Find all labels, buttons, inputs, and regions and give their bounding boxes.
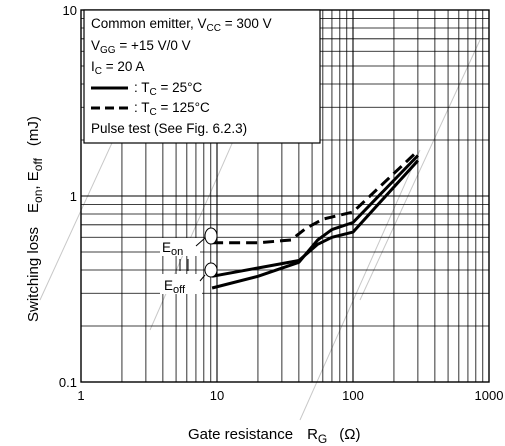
eon-leader <box>195 237 206 247</box>
eon-marker <box>204 227 218 245</box>
legend-line-ic: IC = 20 A <box>91 59 144 77</box>
legend: Common emitter, VCC = 300 V VGG = +15 V/… <box>83 9 321 144</box>
x-tick-label: 10 <box>210 388 224 403</box>
y-tick-label: 0.1 <box>59 375 77 390</box>
eon-label-bg <box>160 238 200 256</box>
x-axis-label: Gate resistance RG (Ω) <box>188 426 360 446</box>
eoff-label: Eoff <box>164 278 186 296</box>
legend-line-vgg: VGG = +15 V/0 V <box>91 38 191 56</box>
eoff-label-bg <box>160 274 202 294</box>
curves <box>211 149 420 290</box>
x-tick-label: 1000 <box>475 388 504 403</box>
curve-annotations: Eon Eoff <box>160 227 218 296</box>
legend-line-tc25: : TC = 25°C <box>134 80 203 98</box>
x-tick-label: 1 <box>77 388 84 403</box>
x-tick-label: 100 <box>342 388 364 403</box>
y-axis-label: Switching lossEon, Eoff(mJ) <box>25 116 45 322</box>
legend-line-tc125: : TC = 125°C <box>134 100 210 118</box>
legend-line-conditions: Common emitter, VCC = 300 V <box>91 16 272 34</box>
eon-label: Eon <box>162 240 183 258</box>
eoff-marker <box>204 262 218 278</box>
eoff-leader <box>199 274 206 282</box>
series-line-eon-solid <box>211 159 420 278</box>
y-tick-label: 1 <box>70 189 77 204</box>
watermark-stroke <box>299 149 421 421</box>
series-line-eoff-solid <box>211 154 419 290</box>
legend-line-pulse: Pulse test (See Fig. 6.2.3) <box>91 121 247 136</box>
y-tick-label: 10 <box>63 3 77 18</box>
legend-box <box>83 9 321 144</box>
watermark-stroke <box>359 39 481 301</box>
